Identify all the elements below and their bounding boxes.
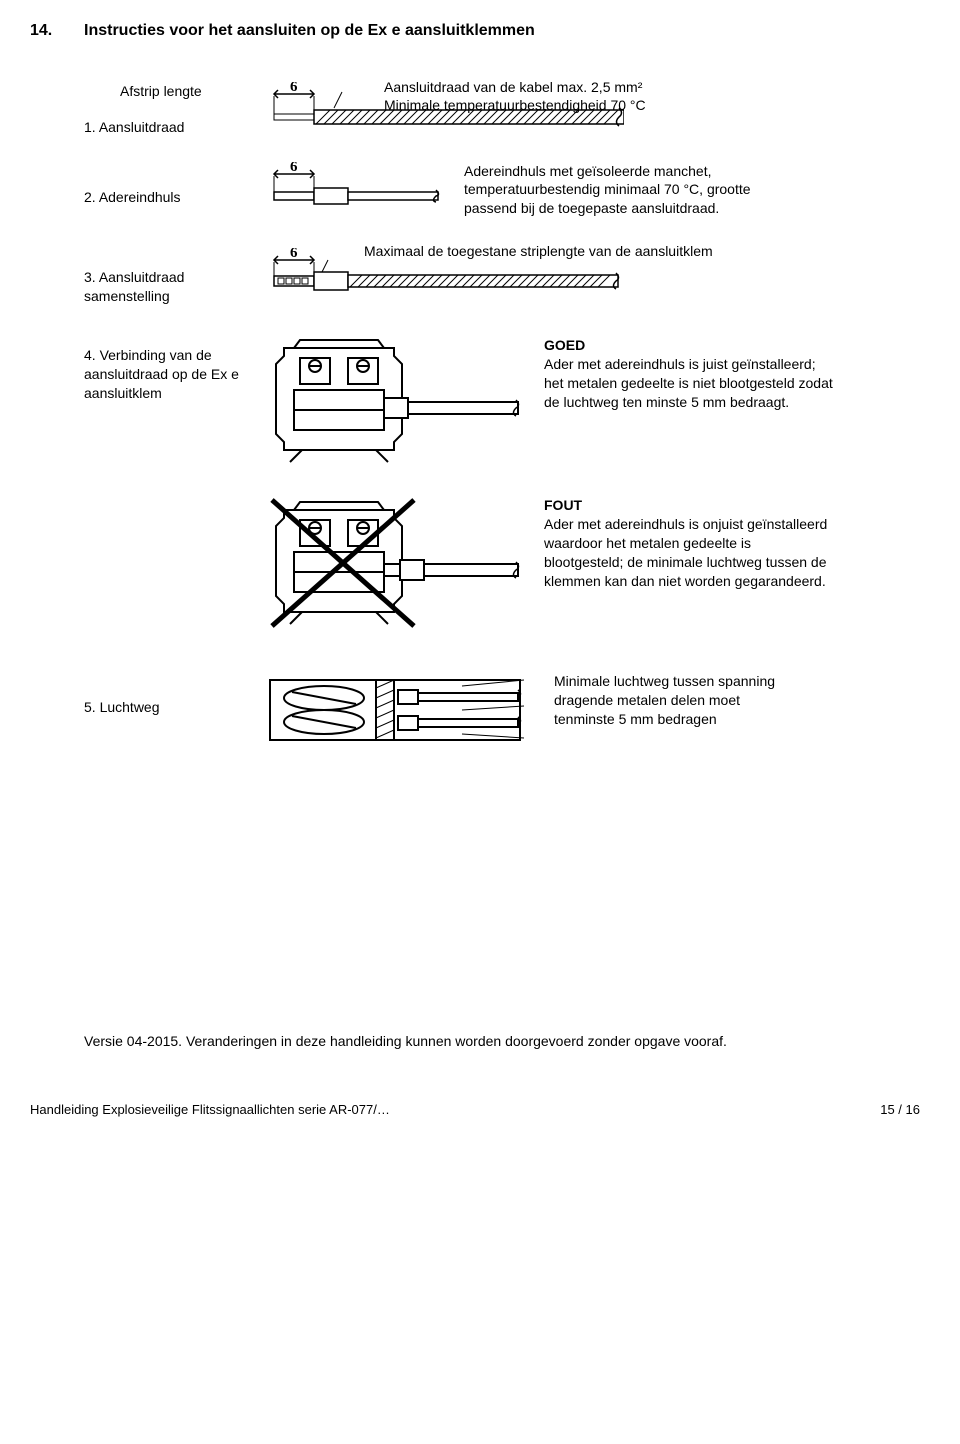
step-3: 3. Aansluitdraad samenstelling 6 (84, 248, 920, 306)
step-name: Luchtweg (100, 699, 160, 715)
step-name: Aansluitdraad (99, 119, 185, 135)
step-name: Aansluitdraad samenstelling (84, 269, 184, 304)
step-number: 1. (84, 119, 96, 135)
step-number: 4. (84, 347, 96, 363)
step-number: 5. (84, 699, 96, 715)
ferrule-icon: 6 (264, 162, 444, 212)
section-heading: 14. Instructies voor het aansluiten op d… (30, 20, 920, 42)
step5-desc: Minimale luchtweg tussen spanning dragen… (554, 672, 784, 729)
step-4: 4. Verbinding van de aansluitdraad op de… (84, 336, 920, 466)
fout-desc: Ader met adereindhuls is onjuist geïnsta… (544, 515, 834, 591)
svg-text:6: 6 (290, 82, 298, 95)
svg-text:6: 6 (290, 248, 298, 261)
step-number: 2. (84, 189, 96, 205)
terminal-good-icon (264, 336, 524, 466)
footer-left: Handleiding Explosieveilige Flitssignaal… (30, 1101, 390, 1119)
step-2: 2. Adereindhuls 6 Adereindhuls met geïso… (84, 162, 920, 219)
step-name: Adereindhuls (99, 189, 181, 205)
step1-line2: Minimale temperatuurbestendigheid 70 °C (384, 96, 646, 115)
step-fout: FOUT Ader met adereindhuls is onjuist ge… (84, 496, 920, 632)
goed-title: GOED (544, 336, 834, 355)
version-note: Versie 04-2015. Veranderingen in deze ha… (84, 1032, 920, 1051)
section-number: 14. (30, 20, 60, 42)
step-5: 5. Luchtweg (84, 672, 920, 752)
step2-desc: Adereindhuls met geïsoleerde manchet, te… (464, 162, 784, 219)
step1-line1: Aansluitdraad van de kabel max. 2,5 mm² (384, 78, 646, 97)
section-title: Instructies voor het aansluiten op de Ex… (84, 20, 535, 42)
svg-text:6: 6 (290, 162, 298, 175)
footer-right: 15 / 16 (880, 1101, 920, 1119)
step3-desc: Maximaal de toegestane striplengte van d… (364, 242, 713, 261)
step-name: Verbinding van de aansluitdraad op de Ex… (84, 347, 239, 401)
goed-desc: Ader met adereindhuls is juist geïnstall… (544, 355, 834, 412)
page-footer: Handleiding Explosieveilige Flitssignaal… (30, 1101, 920, 1119)
clearance-icon (264, 672, 534, 752)
afstrip-label: Afstrip lengte (120, 82, 244, 101)
fout-title: FOUT (544, 496, 834, 515)
step-number: 3. (84, 269, 96, 285)
terminal-bad-icon (264, 496, 524, 632)
step-1: Afstrip lengte 1. Aansluitdraad 6 (84, 82, 920, 142)
